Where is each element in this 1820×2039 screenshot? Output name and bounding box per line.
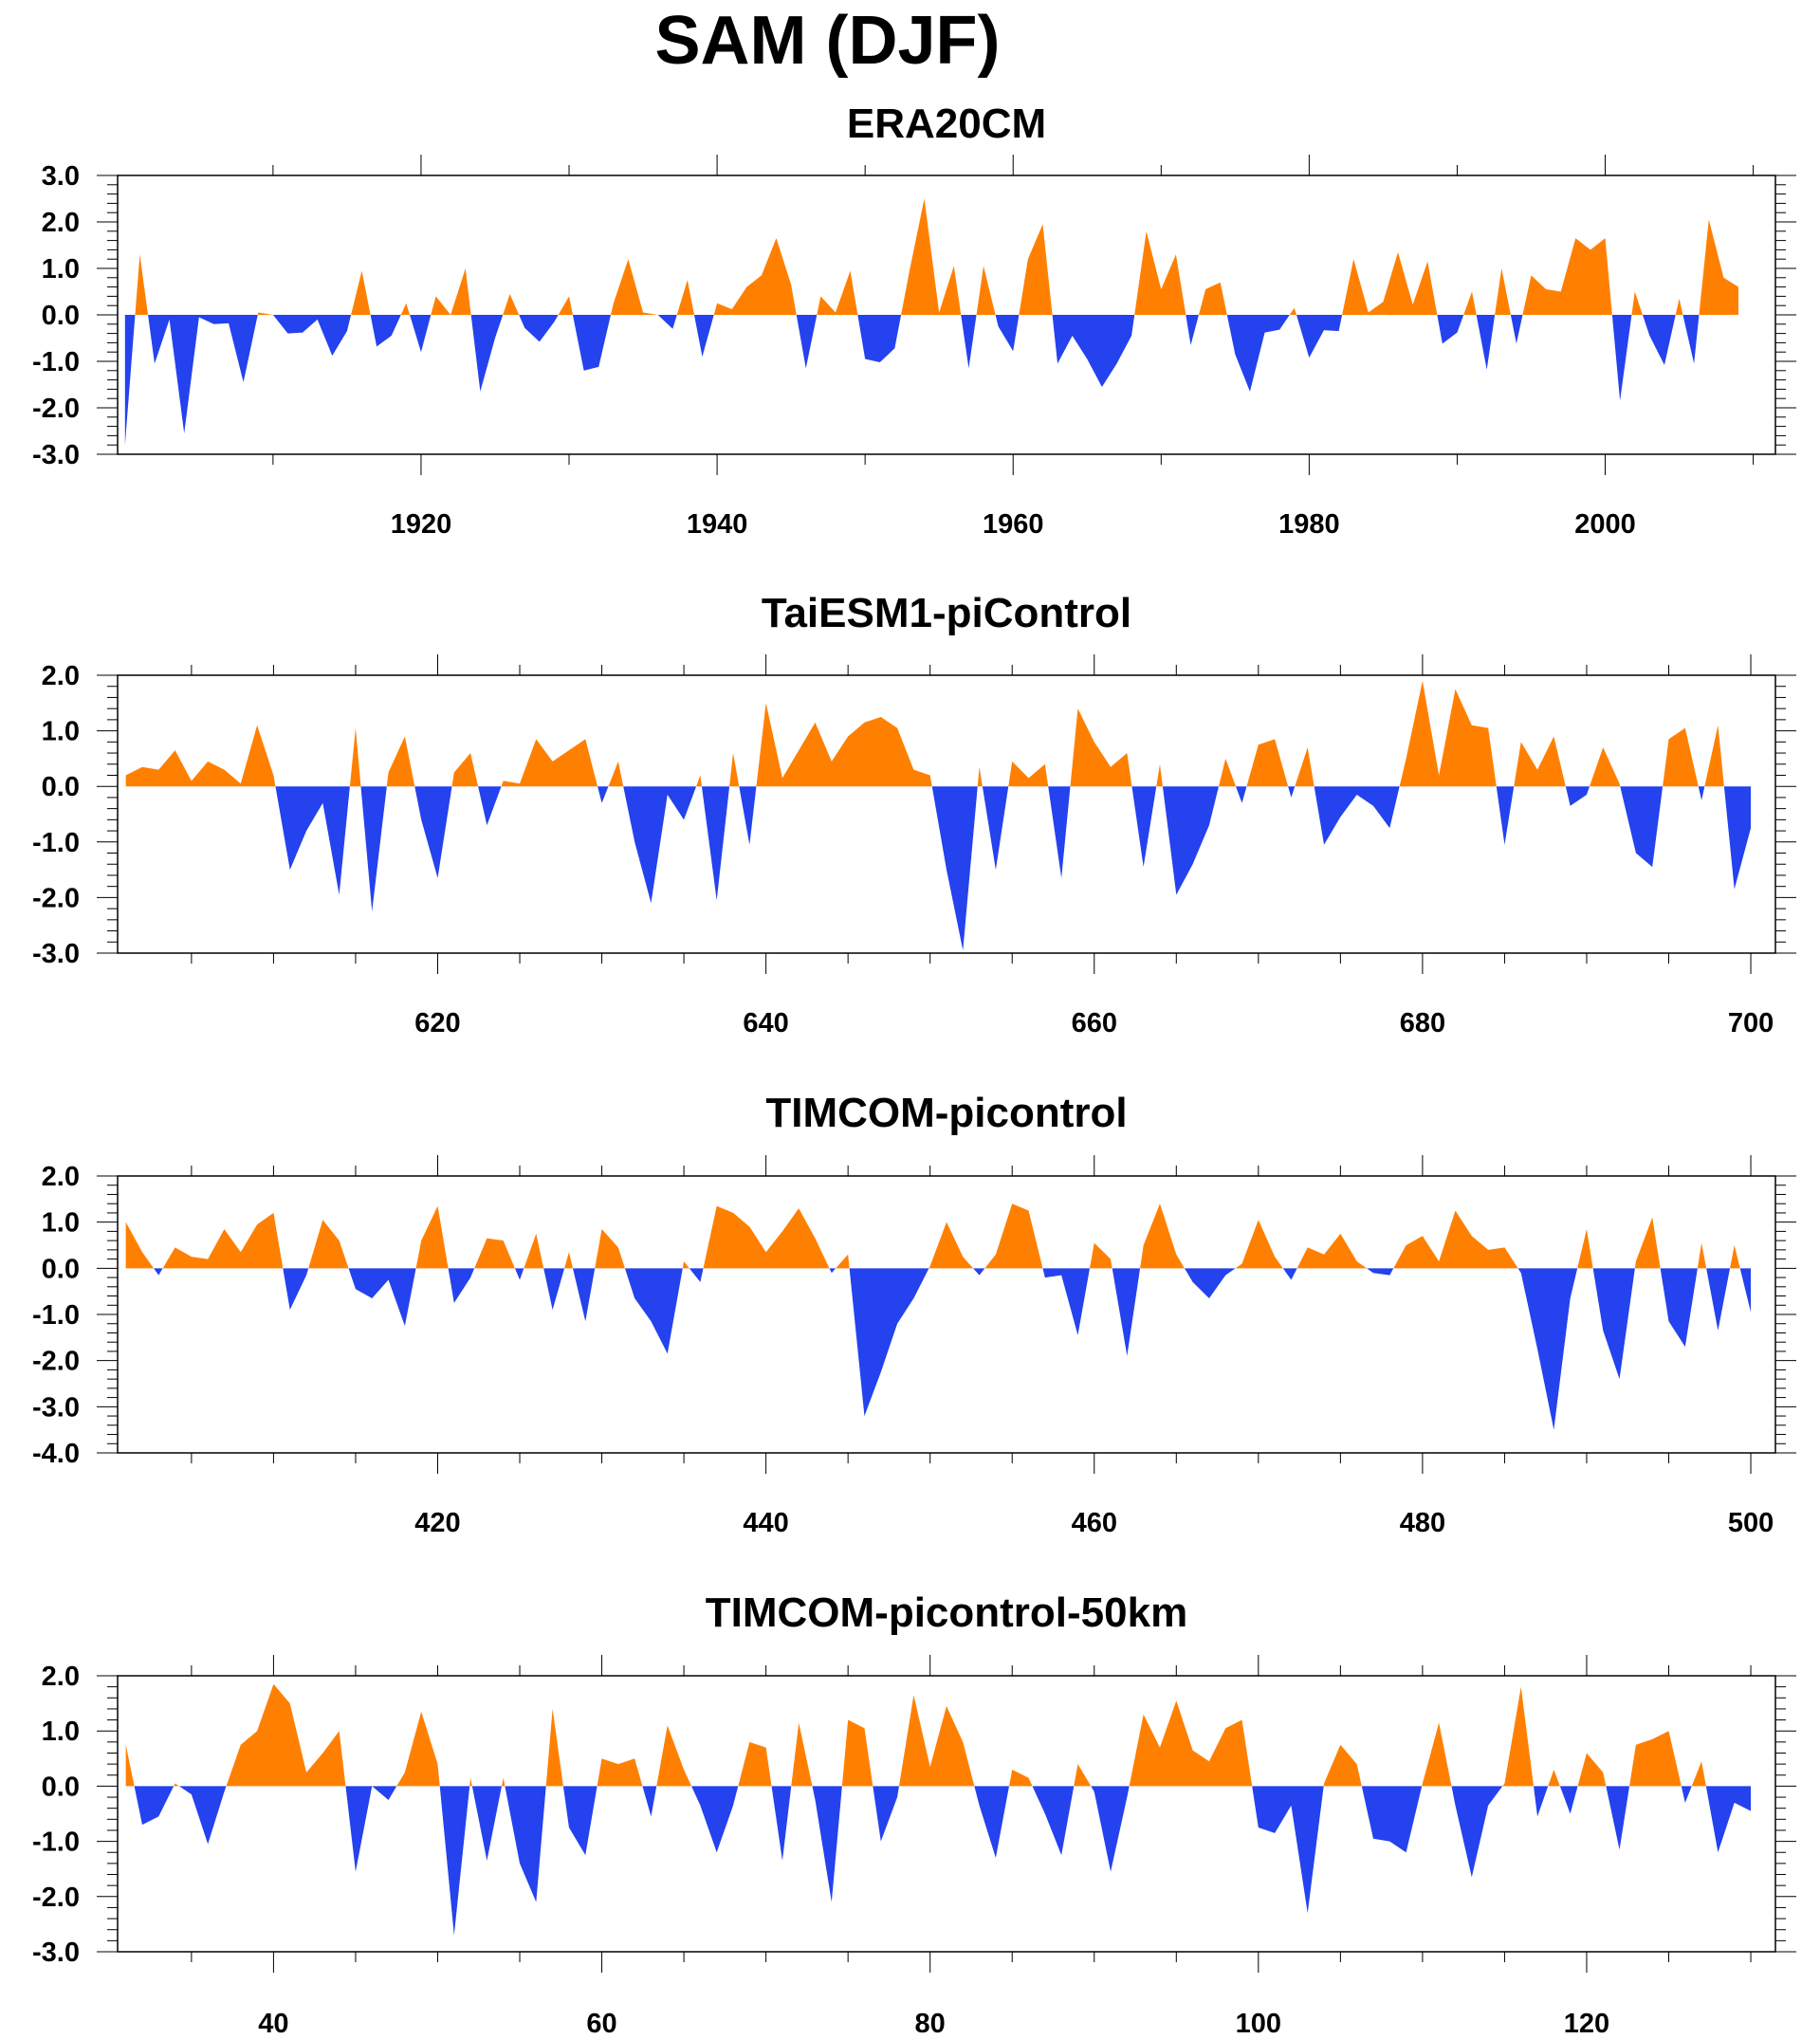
x-tick-label: 640	[743, 1008, 788, 1038]
y-tick-label: 0.0	[42, 301, 80, 331]
x-tick-label: 1980	[1278, 509, 1340, 540]
y-tick-label: 3.0	[42, 161, 80, 192]
y-tick-label: 0.0	[42, 772, 80, 802]
y-tick-label: -3.0	[32, 440, 80, 470]
plot-frame	[117, 674, 1776, 954]
y-tick-label: -1.0	[32, 1828, 80, 1858]
y-tick-label: 2.0	[42, 661, 80, 691]
positive-area	[125, 1683, 1752, 1787]
y-tick-label: 1.0	[42, 717, 80, 747]
negative-area	[125, 1786, 1752, 1936]
y-tick-label: -2.0	[32, 394, 80, 424]
negative-area	[125, 1268, 1752, 1430]
y-tick-label: -2.0	[32, 883, 80, 913]
x-tick-label: 60	[586, 2009, 616, 2039]
x-tick-label: 420	[414, 1508, 460, 1538]
y-tick-label: -3.0	[32, 1938, 80, 1968]
plot-frame	[117, 1675, 1776, 1953]
panel-4: TIMCOM-picontrol-50km -3.0 -2.0 -1.0 0.0 1.0 2…	[32, 1589, 1796, 2039]
x-tick-label: 460	[1072, 1508, 1117, 1538]
x-tick-label: 680	[1400, 1008, 1445, 1038]
x-tick-label: 660	[1072, 1008, 1117, 1038]
x-tick-label: 500	[1728, 1508, 1774, 1538]
positive-area	[125, 680, 1752, 787]
y-tick-label: -3.0	[32, 939, 80, 969]
y-tick-label: -2.0	[32, 1883, 80, 1913]
y-tick-label: 0.0	[42, 1254, 80, 1284]
panel-title: TaiESM1-piControl	[762, 590, 1131, 636]
panel-title: ERA20CM	[847, 101, 1046, 147]
y-tick-label: 1.0	[42, 1208, 80, 1239]
x-tick-label: 700	[1728, 1008, 1774, 1038]
panel-2: TaiESM1-piControl -3.0 -2.0 -1.0 0.0 1.0 2.0 62…	[32, 590, 1796, 1038]
y-tick-label: -2.0	[32, 1347, 80, 1377]
x-tick-label: 120	[1564, 2009, 1609, 2039]
positive-area	[125, 1203, 1752, 1269]
x-tick-label: 80	[915, 2009, 946, 2039]
x-tick-label: 1920	[391, 509, 452, 540]
panel-title: TIMCOM-picontrol	[765, 1090, 1127, 1136]
x-tick-label: 620	[414, 1008, 460, 1038]
main-title: SAM (DJF)	[654, 3, 1001, 79]
negative-area	[125, 786, 1752, 951]
y-tick-label: 2.0	[42, 1162, 80, 1192]
negative-area	[124, 315, 1738, 446]
x-tick-label: 40	[258, 2009, 288, 2039]
y-tick-label: 2.0	[42, 1662, 80, 1692]
x-tick-label: 480	[1400, 1508, 1445, 1538]
x-tick-label: 1960	[983, 509, 1044, 540]
y-tick-label: -1.0	[32, 347, 80, 377]
panel-3: TIMCOM-picontrol -4.0 -3.0 -2.0 -1.0 0.0 1.0 2.…	[32, 1090, 1796, 1538]
y-tick-label: -1.0	[32, 828, 80, 858]
y-tick-label: 0.0	[42, 1772, 80, 1802]
x-tick-label: 100	[1236, 2009, 1281, 2039]
x-tick-label: 440	[743, 1508, 788, 1538]
plot-frame	[117, 1175, 1776, 1454]
x-tick-label: 2000	[1574, 509, 1636, 540]
y-tick-label: 1.0	[42, 1717, 80, 1747]
y-tick-label: -4.0	[32, 1439, 80, 1469]
y-tick-label: 2.0	[42, 208, 80, 238]
x-tick-label: 1940	[687, 509, 748, 540]
y-tick-label: 1.0	[42, 254, 80, 285]
y-tick-label: -1.0	[32, 1300, 80, 1331]
y-tick-label: -3.0	[32, 1392, 80, 1423]
positive-area	[124, 198, 1738, 315]
panel-1: ERA20CM -3.0 -2.0 -1.0 0.0 1.0 2.0 3.0 1920 1940 1…	[32, 101, 1796, 540]
panel-title: TIMCOM-picontrol-50km	[706, 1589, 1187, 1636]
